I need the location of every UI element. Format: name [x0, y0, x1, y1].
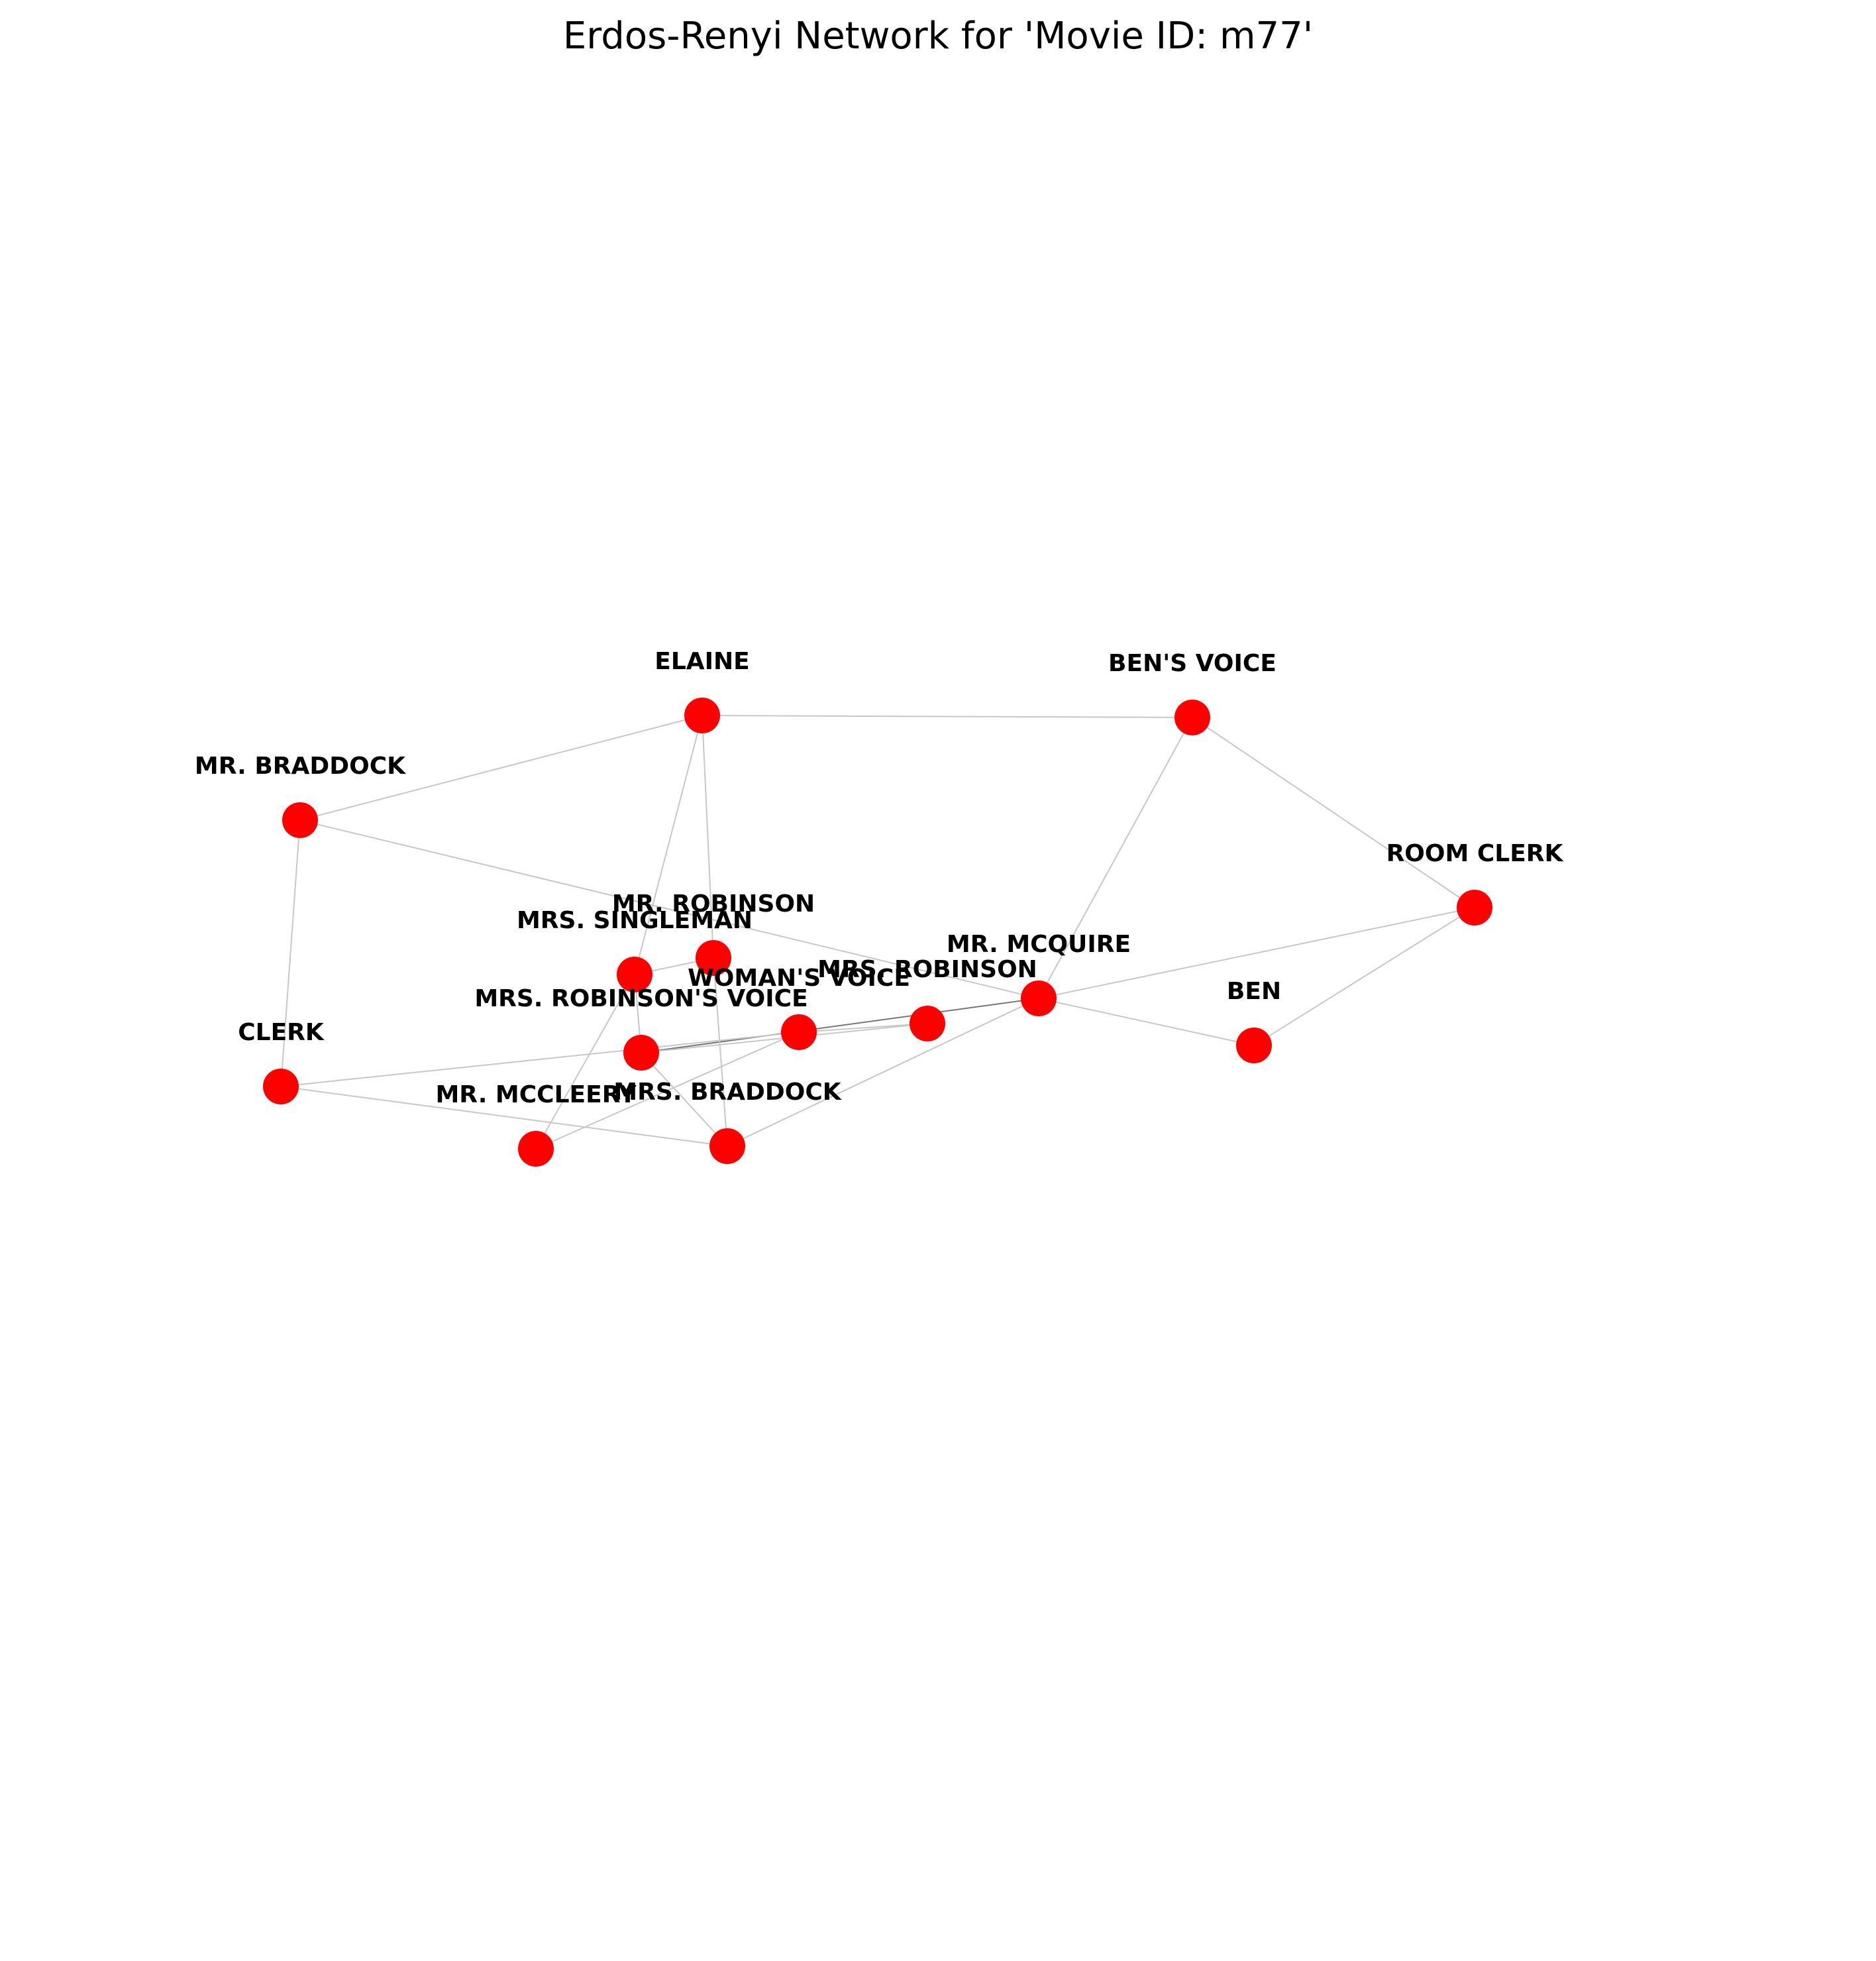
node-label-mr-robinson: MR. ROBINSON: [612, 890, 815, 918]
node-room-clerk: [1457, 890, 1492, 926]
node-mr-robinson: [696, 940, 731, 976]
node-label-mr-mcquire: MR. MCQUIRE: [947, 931, 1131, 958]
node-mrs-braddock: [709, 1128, 745, 1164]
node-label-elaine: ELAINE: [654, 648, 750, 675]
nodes-layer: [263, 698, 1492, 1167]
node-mr-braddock: [282, 802, 318, 838]
node-label-clerk: CLERK: [238, 1019, 325, 1046]
edge-mr_mcquire-mrs_robinsons_voice: [641, 998, 1039, 1053]
edge-clerk-mrs_braddock: [280, 1086, 728, 1147]
edge-room_clerk-ben: [1253, 907, 1475, 1046]
node-elaine: [684, 698, 720, 733]
edge-mr_mcquire-ben: [1038, 998, 1255, 1046]
edge-mrs_robinsons_voice-mrs_braddock: [641, 1052, 728, 1147]
chart-title: Erdos-Renyi Network for 'Movie ID: m77': [562, 15, 1314, 58]
edge-womans_voice-mrs_robinson: [798, 1023, 928, 1033]
edge-bens_voice-room_clerk: [1192, 717, 1475, 908]
node-label-room-clerk: ROOM CLERK: [1386, 840, 1564, 867]
edge-elaine-mr_robinson: [702, 715, 714, 959]
node-mr-mcquire: [1021, 980, 1057, 1016]
node-ben: [1236, 1028, 1272, 1063]
edge-elaine-mrs_singleman: [634, 715, 703, 975]
node-mr-mccleery: [518, 1131, 554, 1167]
node-label-mrs-braddock: MRS. BRADDOCK: [613, 1079, 841, 1106]
edge-room_clerk-mr_mcquire: [1038, 907, 1475, 999]
node-bens-voice: [1174, 700, 1210, 735]
edge-elaine-bens_voice: [702, 715, 1193, 718]
node-label-womans-voice: WOMAN'S VOICE: [688, 965, 910, 992]
edges-layer: [280, 715, 1475, 1149]
node-label-mr-braddock: MR. BRADDOCK: [195, 753, 406, 780]
node-mrs-robinsons-voice: [623, 1035, 659, 1071]
edge-womans_voice-mr_mccleery: [535, 1032, 800, 1149]
node-label-mrs-robinsons-voice: MRS. ROBINSON'S VOICE: [474, 985, 808, 1012]
edge-mr_mcquire-mrs_braddock: [727, 998, 1039, 1147]
node-label-mrs-singleman: MRS. SINGLEMAN: [517, 907, 753, 934]
node-label-ben: BEN: [1227, 978, 1281, 1005]
edge-bens_voice-mr_mcquire: [1038, 717, 1193, 999]
node-womans-voice: [781, 1014, 817, 1050]
node-mrs-robinson: [910, 1006, 945, 1041]
edge-mrs_singleman-mr_mccleery: [535, 974, 635, 1149]
edge-elaine-mr_braddock: [299, 715, 703, 821]
labels-layer: ELAINE BEN'S VOICE MR. BRADDOCK ROOM CLERK M…: [195, 648, 1564, 1108]
node-mrs-singleman: [617, 957, 652, 992]
node-label-mrs-robinson: MRS. ROBINSON: [817, 956, 1037, 983]
node-clerk: [263, 1069, 299, 1104]
node-label-mr-mccleery: MR. MCCLEERY: [435, 1081, 637, 1108]
edge-clerk-womans_voice: [280, 1032, 800, 1087]
edge-mr_braddock-mr_mcquire: [299, 820, 1039, 999]
node-label-bens-voice: BEN'S VOICE: [1108, 650, 1277, 677]
edge-mr_robinson-mrs_braddock: [713, 957, 728, 1147]
edge-mr_braddock-clerk: [280, 820, 301, 1087]
